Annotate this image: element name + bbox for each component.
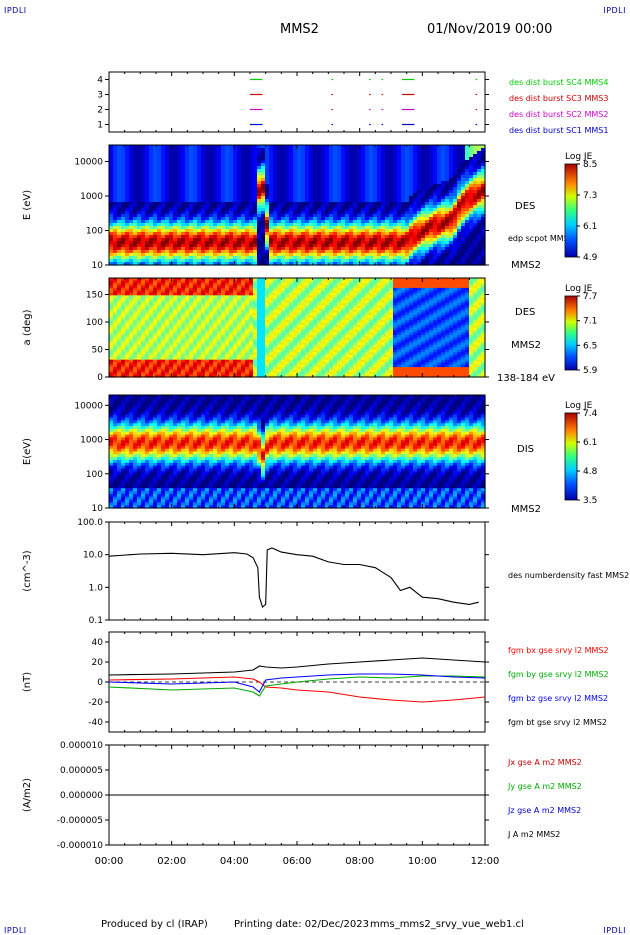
y-tick-label-0: 4 <box>97 76 103 86</box>
y-tick-label-1: 1000 <box>80 192 103 202</box>
des-energy-ylabel: E (eV) <box>22 190 33 220</box>
burst-legend-2: des dist burst SC2 MMS2 <box>509 110 608 119</box>
y-tick-label-1: 100 <box>86 226 103 236</box>
colorbar-tick-label-1: 7.3 <box>583 191 597 201</box>
y-tick-label-0: 1 <box>97 121 103 131</box>
scpot-overlay-label: edp scpot MMS2 <box>508 234 574 243</box>
y-tick-label-1: 10 <box>92 261 104 271</box>
burst-legend-3: des dist burst SC3 MMS3 <box>509 94 608 103</box>
panel-burst-frame <box>109 72 485 132</box>
y-tick-label-0: 2 <box>97 106 103 116</box>
colorbar-tick-label-1: 4.9 <box>583 253 598 263</box>
des-energy-sc-label: MMS2 <box>511 260 541 271</box>
y-tick-label-0: 3 <box>97 91 103 101</box>
burst-legend-4: des dist burst SC4 MMS4 <box>509 78 608 87</box>
des-energy-side-label: DES <box>515 201 535 212</box>
colorbar-1 <box>565 164 577 257</box>
burst-legend-1: des dist burst SC1 MMS1 <box>509 126 608 135</box>
colorbar-tick-label-1: 8.5 <box>583 160 597 170</box>
colorbar-tick-label-1: 6.1 <box>583 222 597 232</box>
y-tick-label-1: 10000 <box>74 157 103 167</box>
